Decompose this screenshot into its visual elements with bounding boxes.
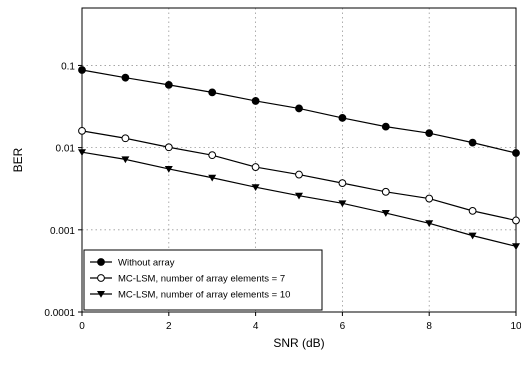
data-point — [425, 220, 434, 228]
x-tick-label: 4 — [253, 321, 259, 332]
data-point — [164, 143, 173, 152]
data-point — [381, 187, 390, 196]
x-tick-label: 10 — [510, 321, 521, 332]
data-point — [338, 200, 347, 208]
y-axis-title: BER — [11, 147, 25, 172]
x-tick-label: 6 — [340, 321, 346, 332]
legend-marker — [97, 291, 105, 298]
series-layer — [78, 66, 520, 251]
data-point — [121, 73, 130, 82]
x-tick-label: 2 — [166, 321, 172, 332]
data-point — [425, 129, 434, 138]
data-point — [468, 232, 477, 240]
data-point — [78, 149, 86, 156]
legend-marker — [97, 274, 105, 282]
data-point — [78, 126, 86, 135]
x-tick-label: 0 — [79, 321, 85, 332]
data-point — [512, 216, 520, 225]
y-tick-label: 0.0001 — [44, 308, 75, 319]
legend-box — [83, 249, 323, 311]
plot-area — [81, 7, 517, 313]
legend-label: Without array — [118, 258, 175, 269]
legend-label: MC-LSM, number of array elements = 10 — [118, 290, 290, 301]
series-3 — [78, 149, 520, 251]
data-point — [164, 165, 173, 173]
y-tick-label: 0.1 — [61, 61, 75, 72]
data-point — [251, 184, 260, 192]
data-point — [295, 170, 303, 179]
data-point — [208, 88, 217, 97]
series-1 — [78, 66, 520, 157]
data-point — [295, 104, 303, 113]
data-point — [251, 97, 260, 105]
data-point — [468, 138, 477, 147]
legend-item: MC-LSM, number of array elements = 10 — [90, 290, 290, 301]
data-point — [295, 192, 303, 200]
x-tick-label: 8 — [426, 321, 432, 332]
series-2 — [78, 126, 520, 225]
data-point — [121, 156, 130, 164]
legend-label: MC-LSM, number of array elements = 7 — [118, 274, 285, 285]
data-point — [468, 206, 477, 215]
legend: Without array MC-LSM, number of array ele… — [83, 249, 323, 311]
data-point — [338, 179, 347, 188]
data-point — [512, 243, 520, 251]
data-point — [208, 174, 217, 182]
data-point — [338, 114, 347, 122]
legend-marker — [97, 258, 105, 266]
y-axis: 0.0001 0.001 0.01 0.1 — [44, 61, 82, 319]
x-axis: 0 2 4 6 8 10 — [79, 312, 521, 332]
y-tick-label: 0.01 — [56, 144, 76, 155]
data-point — [381, 122, 390, 131]
legend-item: MC-LSM, number of array elements = 7 — [90, 274, 285, 285]
data-point — [164, 80, 173, 89]
data-point — [251, 163, 260, 171]
data-point — [512, 149, 520, 157]
legend-item: Without array — [90, 258, 175, 269]
y-tick-label: 0.001 — [50, 226, 75, 237]
data-point — [381, 210, 390, 217]
data-point — [121, 134, 130, 143]
data-point — [208, 151, 217, 160]
data-point — [78, 66, 86, 74]
x-axis-title: SNR (dB) — [273, 336, 324, 350]
data-point — [425, 194, 434, 203]
